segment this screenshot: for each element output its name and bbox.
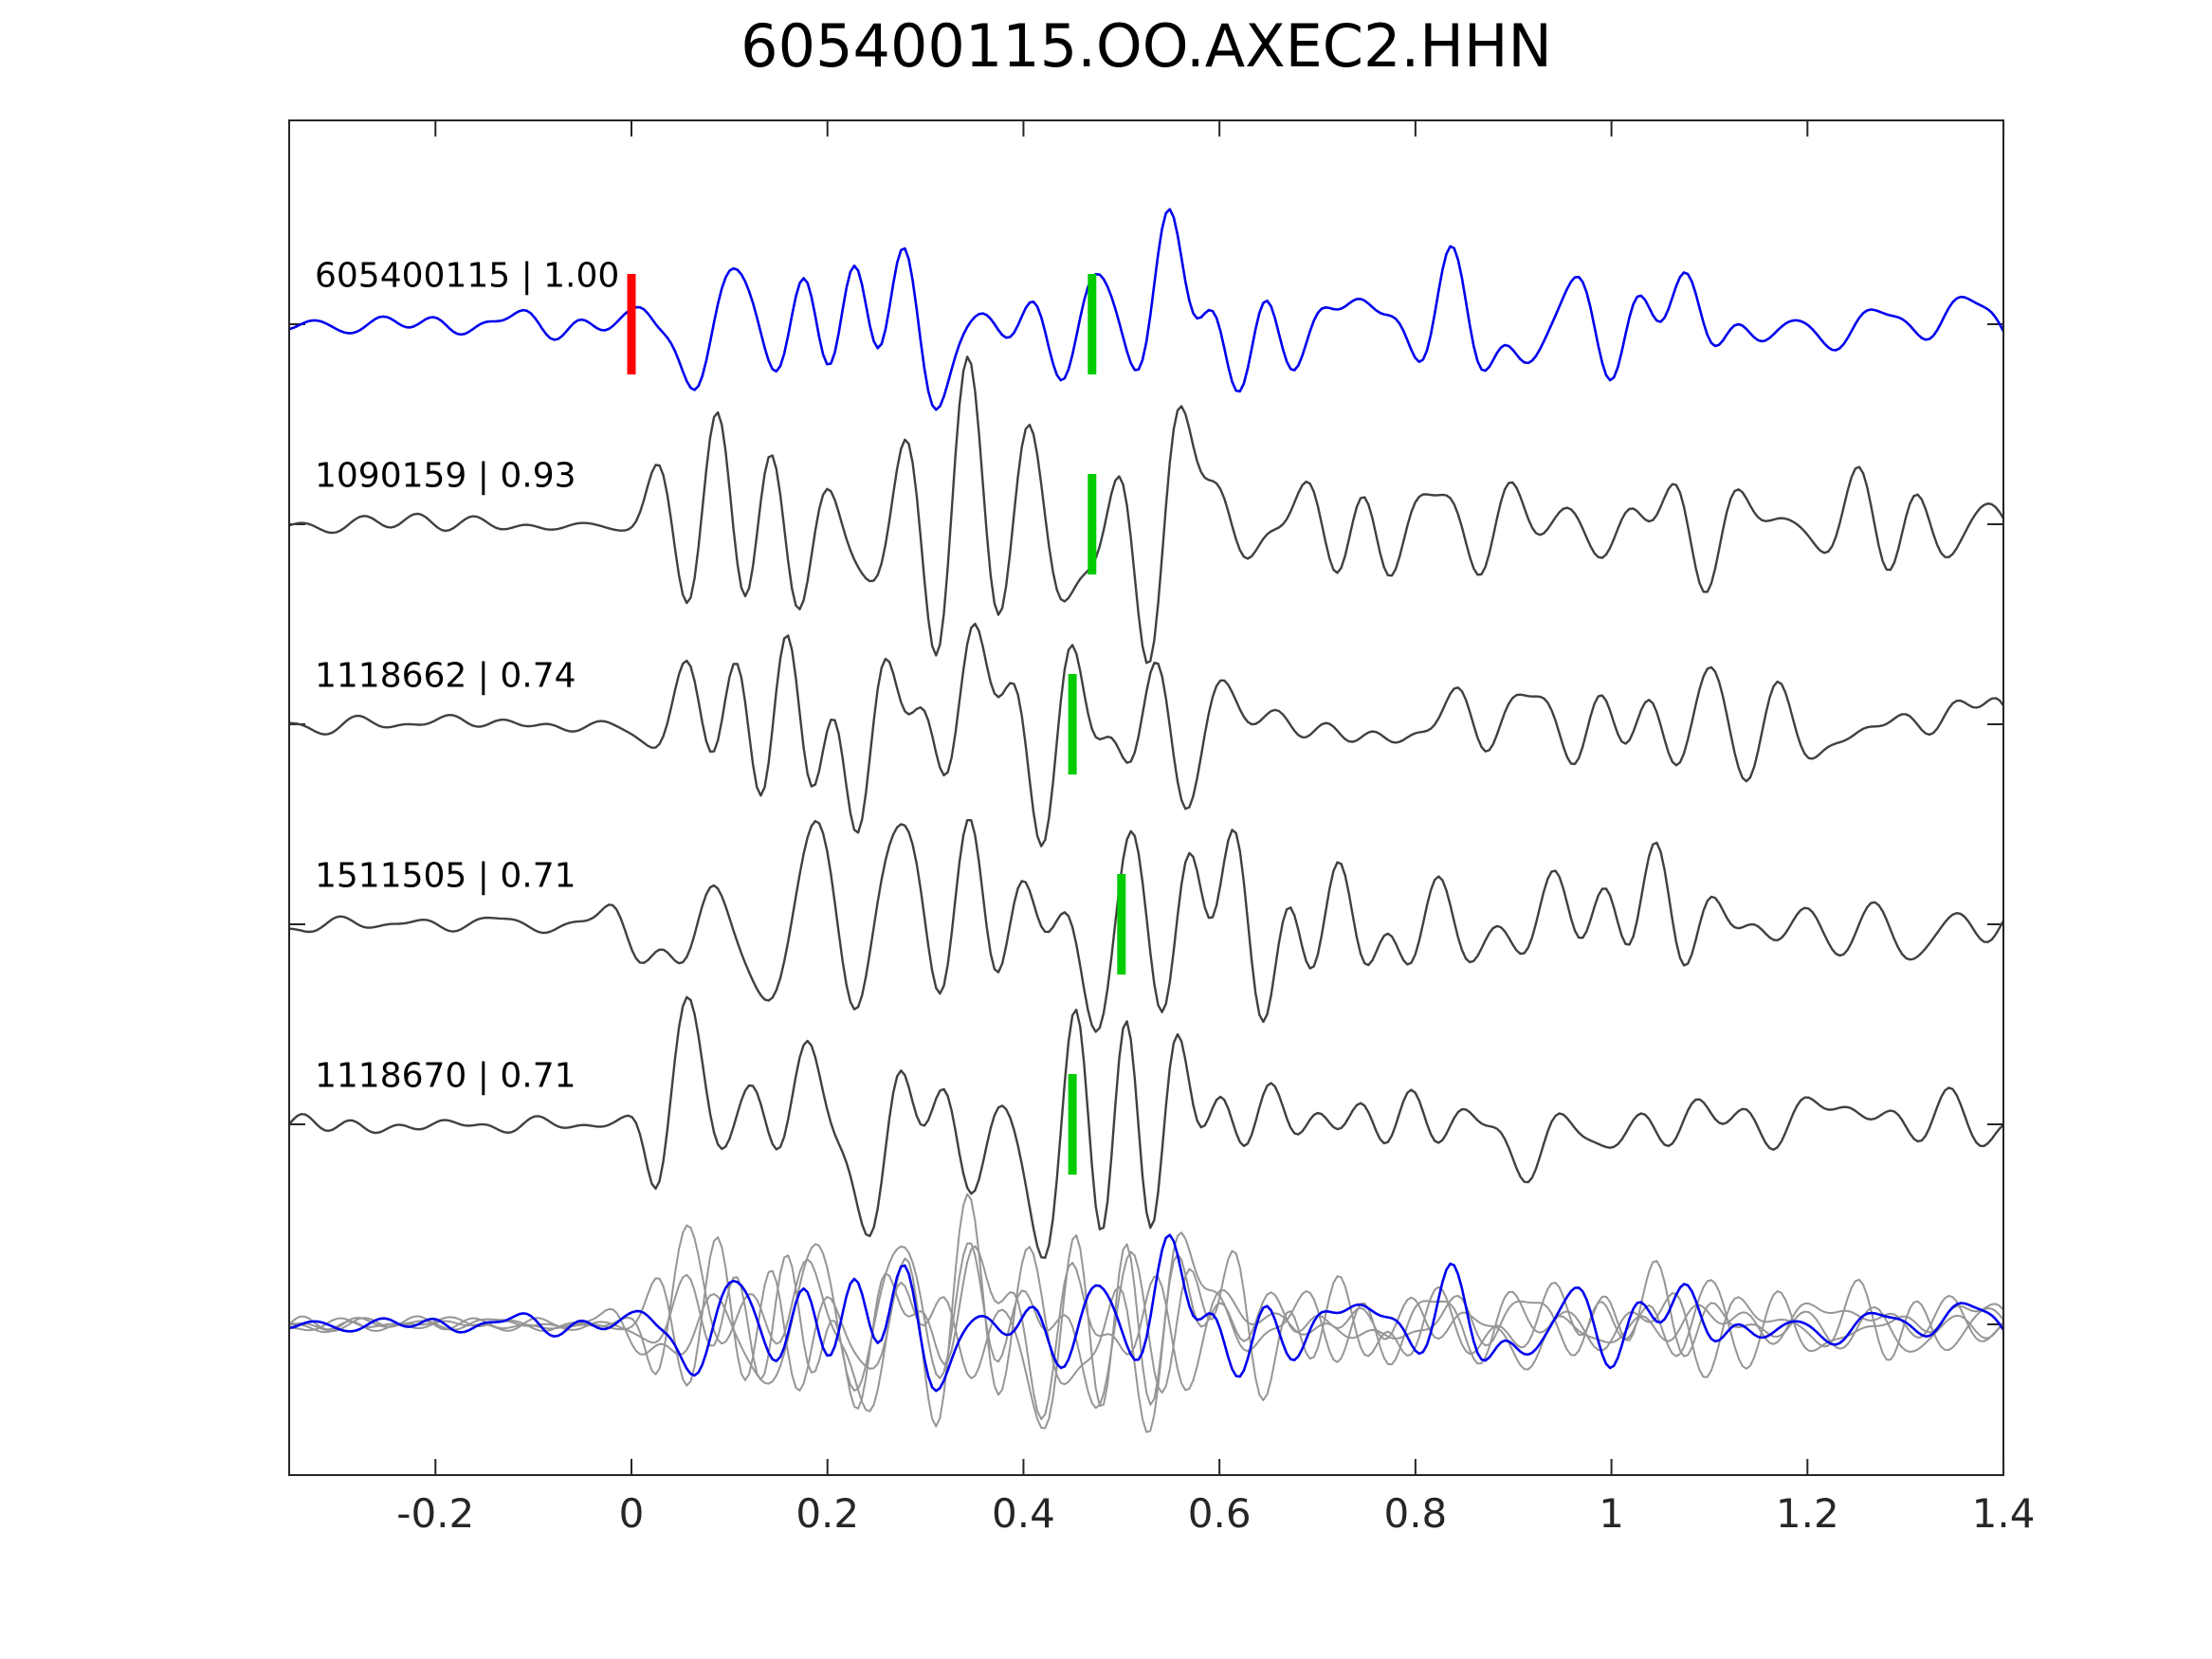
- x-tick-label-0: -0.2: [396, 1490, 475, 1537]
- pick-marker-1118670: [1068, 1074, 1077, 1175]
- overlay-waveform-1118662: [290, 1245, 2002, 1420]
- x-tick-label-2: 0.2: [795, 1490, 860, 1537]
- page-title: 605400115.OO.AXEC2.HHN: [740, 11, 1552, 81]
- trace-label-605400115: 605400115 | 1.00: [315, 256, 620, 296]
- x-tick-label-4: 0.6: [1187, 1490, 1252, 1537]
- waveform-1118670: [290, 995, 2002, 1260]
- waveform-1090159: [290, 356, 2002, 665]
- detection-marker-605400115: [627, 274, 636, 374]
- x-tick-label-1: 0: [618, 1490, 645, 1537]
- pick-marker-1511505: [1117, 874, 1126, 975]
- x-tick-label-7: 1.2: [1775, 1490, 1839, 1537]
- x-tick-label-6: 1: [1599, 1490, 1624, 1537]
- overlay-waveform-1118670: [290, 1224, 2002, 1430]
- waveform-1511505: [290, 819, 2002, 1033]
- trace-label-1118662: 1118662 | 0.74: [315, 656, 576, 696]
- trace-label-1090159: 1090159 | 0.93: [315, 456, 576, 496]
- x-tick-label-5: 0.8: [1383, 1490, 1448, 1537]
- trace-label-1511505: 1511505 | 0.71: [315, 856, 576, 896]
- trace-label-1118670: 1118670 | 0.71: [315, 1056, 576, 1096]
- x-tick-label-3: 0.4: [992, 1490, 1055, 1537]
- pick-marker-605400115: [1088, 274, 1097, 374]
- x-tick-label-8: 1.4: [1971, 1490, 2036, 1537]
- overlay-waveform-1511505: [290, 1242, 2002, 1410]
- pick-marker-1118662: [1068, 674, 1077, 775]
- waveform-605400115: [290, 208, 2002, 411]
- axes-border: [288, 119, 2004, 1476]
- waveform-1118662: [290, 622, 2002, 848]
- pick-marker-1090159: [1088, 474, 1097, 574]
- overlay-waveform-605400115: [290, 1233, 2002, 1393]
